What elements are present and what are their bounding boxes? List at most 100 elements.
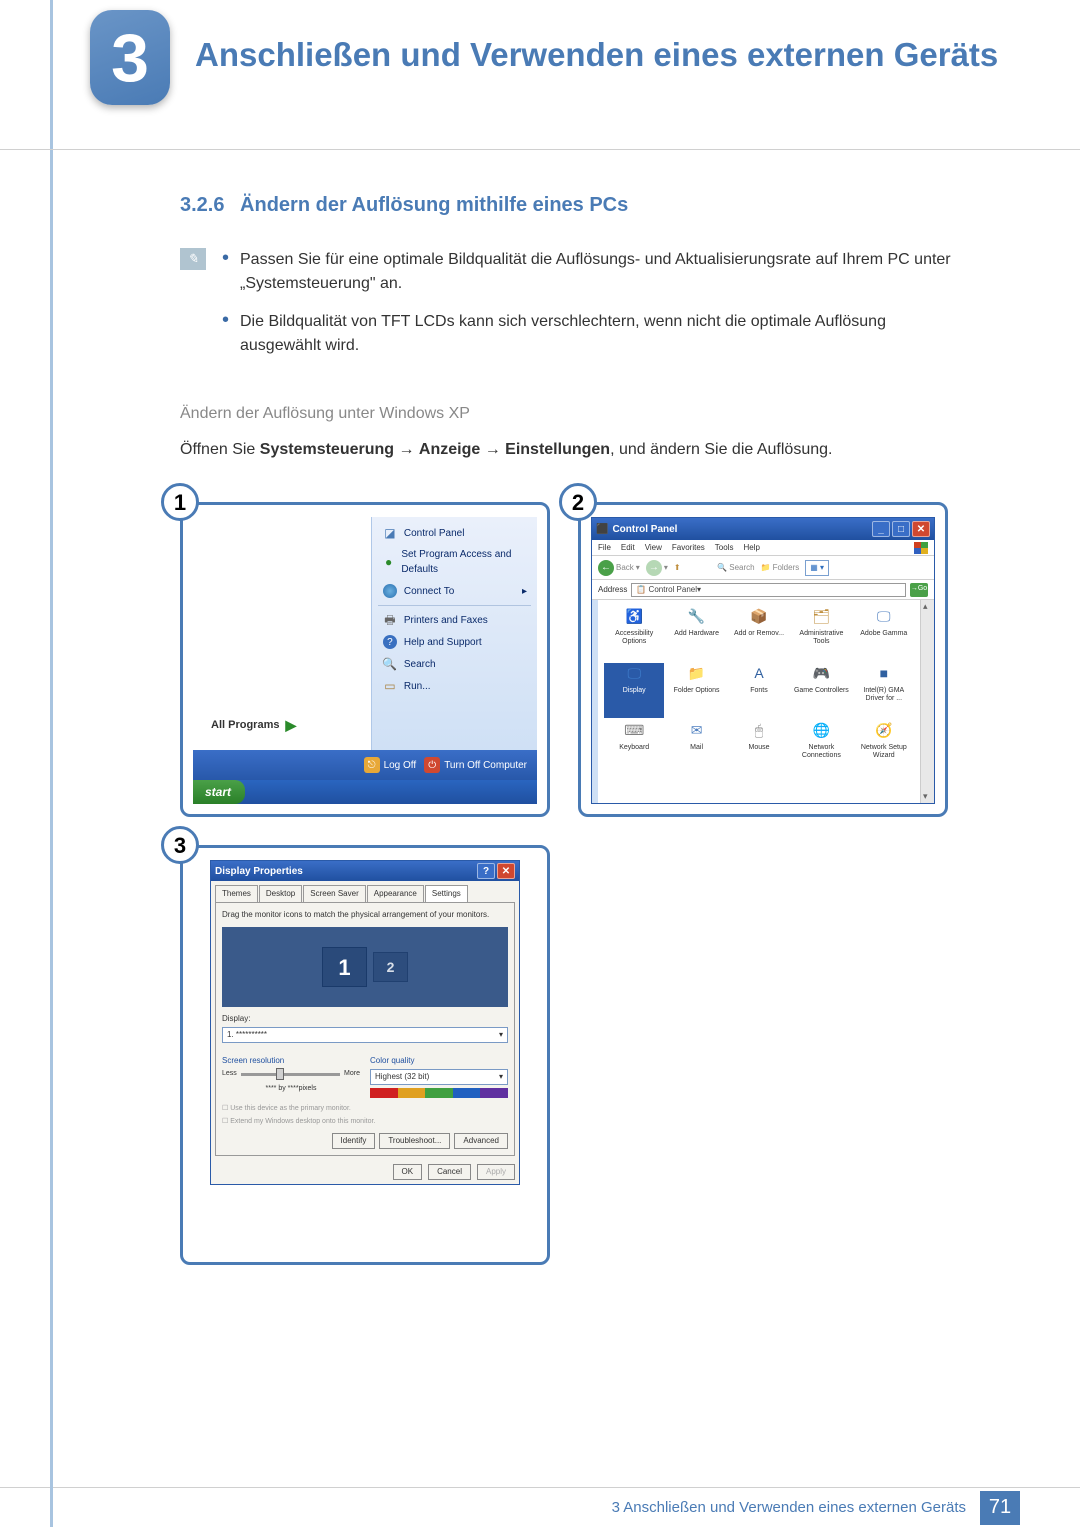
color-strip <box>370 1088 508 1098</box>
all-programs-arrow-icon: ▶ <box>285 715 296 736</box>
search-button[interactable]: 🔍Search <box>717 562 754 574</box>
start-menu-item[interactable]: ◪Control Panel <box>378 523 531 543</box>
window-title-bar: ⬛ Control Panel _ □ ✕ <box>592 518 934 540</box>
forward-button[interactable]: → ▾ <box>646 560 668 576</box>
tab-themes[interactable]: Themes <box>215 885 258 902</box>
toolbar: ←Back ▾ → ▾ ⬆ 🔍Search 📁Folders ▦ ▾ <box>592 556 934 580</box>
control-panel-item[interactable]: ♿Accessibility Options <box>604 606 664 661</box>
cancel-button[interactable]: Cancel <box>428 1164 471 1180</box>
control-panel-item[interactable]: 🔧Add Hardware <box>666 606 726 661</box>
control-panel-item[interactable]: ✉Mail <box>666 720 726 775</box>
advanced-button[interactable]: Advanced <box>454 1133 508 1149</box>
taskbar: start <box>193 780 537 804</box>
minimize-button[interactable]: _ <box>872 521 890 537</box>
control-panel-item[interactable]: 🌐Network Connections <box>791 720 851 775</box>
menu-item[interactable]: View <box>645 542 662 554</box>
page-number: 71 <box>980 1491 1020 1525</box>
apply-button[interactable]: Apply <box>477 1164 515 1180</box>
view-mode-button[interactable]: ▦ ▾ <box>805 560 829 576</box>
control-panel-item[interactable]: 🗂Administrative Tools <box>791 606 851 661</box>
control-panel-item[interactable]: 🎮Game Controllers <box>791 663 851 718</box>
figure-badge-3: 3 <box>161 826 199 864</box>
color-quality-label: Color quality <box>370 1055 508 1067</box>
help-button[interactable]: ? <box>477 863 495 879</box>
start-menu-item[interactable]: 🔍Search <box>378 654 531 674</box>
turn-off-button[interactable]: ⏻ Turn Off Computer <box>424 757 527 773</box>
resolution-label: Screen resolution <box>222 1055 360 1067</box>
menu-item[interactable]: Favorites <box>672 542 705 554</box>
start-menu-item[interactable]: ▭Run... <box>378 676 531 696</box>
menu-item[interactable]: File <box>598 542 611 554</box>
control-panel-item[interactable]: ⌨Keyboard <box>604 720 664 775</box>
close-button[interactable]: ✕ <box>497 863 515 879</box>
start-menu-item[interactable]: Connect To▸ <box>378 581 531 601</box>
address-input[interactable]: 📋 Control Panel ▾ <box>631 583 906 597</box>
slider-more-label: More <box>344 1069 360 1080</box>
dialog-title-bar: Display Properties ? ✕ <box>211 861 519 881</box>
bullet-item: Passen Sie für eine optimale Bildqualitä… <box>222 248 960 296</box>
all-programs-link[interactable]: All Programs ▶ <box>211 715 296 736</box>
extend-desktop-checkbox[interactable]: ☐ Extend my Windows desktop onto this mo… <box>222 1117 508 1128</box>
display-label: Display: <box>222 1013 508 1025</box>
troubleshoot-button[interactable]: Troubleshoot... <box>379 1133 450 1149</box>
menu-item[interactable]: Help <box>743 542 759 554</box>
control-panel-item[interactable]: ■Intel(R) GMA Driver for ... <box>854 663 914 718</box>
log-off-button[interactable]: ⎋ Log Off <box>364 757 417 773</box>
tab-screen-saver[interactable]: Screen Saver <box>303 885 365 902</box>
menu-bar[interactable]: File Edit View Favorites Tools Help <box>592 540 934 556</box>
control-panel-item[interactable]: 📦Add or Remov... <box>729 606 789 661</box>
figure-badge-1: 1 <box>161 483 199 521</box>
sub-heading: Ändern der Auflösung unter Windows XP <box>180 402 960 426</box>
primary-monitor-checkbox[interactable]: ☐ Use this device as the primary monitor… <box>222 1104 508 1115</box>
control-panel-item[interactable]: AFonts <box>729 663 789 718</box>
scrollbar[interactable] <box>920 600 934 803</box>
menu-item[interactable]: Edit <box>621 542 635 554</box>
control-panel-item-display[interactable]: 🖵Display <box>604 663 664 718</box>
control-panel-item[interactable]: 🖵Adobe Gamma <box>854 606 914 661</box>
tab-row: ThemesDesktopScreen SaverAppearanceSetti… <box>211 881 519 902</box>
figure-1: 1 All Programs ▶ ◪Control Panel●Set Prog… <box>180 502 550 817</box>
control-panel-item[interactable]: 🖱Mouse <box>729 720 789 775</box>
footer-chapter-label: 3 Anschließen und Verwenden eines extern… <box>612 1499 966 1516</box>
start-menu-item[interactable]: ●Set Program Access and Defaults <box>378 545 531 579</box>
note-icon: ✎ <box>180 248 206 270</box>
resolution-value: **** by ****pixels <box>222 1084 360 1095</box>
start-button[interactable]: start <box>193 780 245 804</box>
control-panel-item[interactable]: 📁Folder Options <box>666 663 726 718</box>
slider-less-label: Less <box>222 1069 237 1080</box>
chapter-title: Anschließen und Verwenden eines externen… <box>195 35 998 75</box>
instruction-text: Öffnen Sie Systemsteuerung → Anzeige → E… <box>180 438 960 462</box>
go-button[interactable]: → Go <box>910 583 928 597</box>
windows-logo-icon <box>914 542 928 554</box>
address-label: Address <box>598 584 627 596</box>
color-quality-select[interactable]: Highest (32 bit)▾ <box>370 1069 508 1085</box>
monitor-1-icon[interactable]: 1 <box>322 947 367 987</box>
start-menu-item[interactable]: 🖶Printers and Faxes <box>378 610 531 630</box>
back-button[interactable]: ←Back ▾ <box>598 560 640 576</box>
figure-badge-2: 2 <box>559 483 597 521</box>
tab-appearance[interactable]: Appearance <box>367 885 424 902</box>
resolution-slider[interactable] <box>241 1073 340 1076</box>
logoff-icon: ⎋ <box>364 757 380 773</box>
control-panel-item[interactable]: 🧭Network Setup Wizard <box>854 720 914 775</box>
control-panel-icon: ⬛ <box>596 522 608 537</box>
figure-2: 2 ⬛ Control Panel _ □ ✕ FileEditViewFavo… <box>578 502 948 817</box>
display-select[interactable]: 1. **********▾ <box>222 1027 508 1043</box>
folders-button[interactable]: 📁Folders <box>761 562 800 574</box>
chapter-number-badge: 3 <box>90 10 170 105</box>
section-heading: 3.2.6 Ändern der Auflösung mithilfe eine… <box>180 190 960 220</box>
power-icon: ⏻ <box>424 757 440 773</box>
monitor-2-icon[interactable]: 2 <box>373 952 408 982</box>
bullet-item: Die Bildqualität von TFT LCDs kann sich … <box>222 310 960 358</box>
maximize-button[interactable]: □ <box>892 521 910 537</box>
menu-item[interactable]: Tools <box>715 542 734 554</box>
hint-text: Drag the monitor icons to match the phys… <box>222 909 508 921</box>
tab-settings[interactable]: Settings <box>425 885 468 902</box>
tab-desktop[interactable]: Desktop <box>259 885 302 902</box>
ok-button[interactable]: OK <box>393 1164 423 1180</box>
monitor-arrangement-area[interactable]: 1 2 <box>222 927 508 1007</box>
start-menu-item[interactable]: ?Help and Support <box>378 632 531 652</box>
up-button[interactable]: ⬆ <box>674 562 681 574</box>
close-button[interactable]: ✕ <box>912 521 930 537</box>
identify-button[interactable]: Identify <box>332 1133 376 1149</box>
